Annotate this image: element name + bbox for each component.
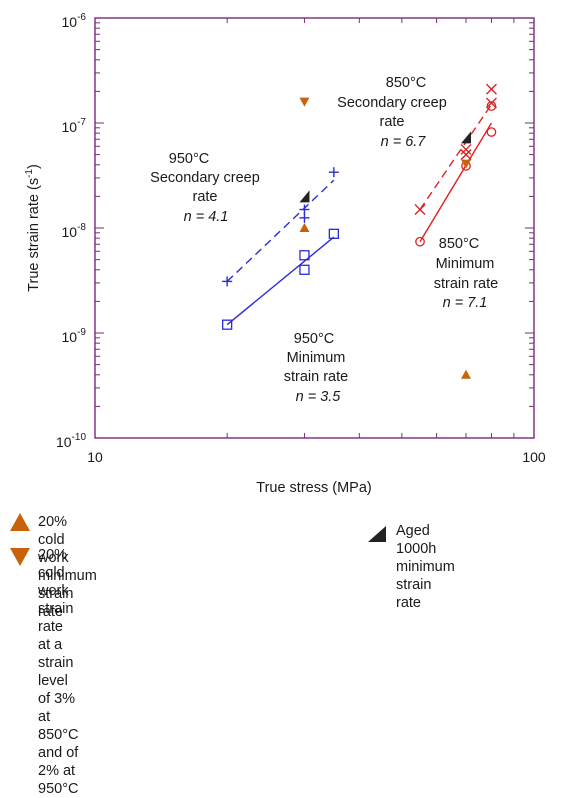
point-s950_sec-2 — [299, 204, 310, 215]
legend-label-aged-line1: Aged 1000h minimum — [396, 523, 455, 575]
point-s850_min-0 — [415, 236, 425, 247]
legend-item-aged: Aged 1000h minimum strain rate — [366, 522, 455, 612]
x-tick-label-10: 10 — [87, 449, 103, 465]
y-tick-label-1e-8: 10-8 — [62, 222, 87, 240]
legend-label-cold-work-strain-line2: level of 3% at 850°C and of 2% at 950°C — [38, 673, 79, 797]
legend-item-cold-work-strain: 20% cold work strain rate at a strain le… — [8, 546, 78, 798]
point-s950_sec-0 — [222, 276, 233, 287]
half-square-icon — [368, 526, 386, 542]
point-s950_min-2 — [299, 250, 310, 261]
annotation-950c-minimum: 950°C Minimum strain rate n = 3.5 — [284, 331, 353, 405]
y-axis-label: True strain rate (s-1) — [24, 164, 42, 292]
creep-chart: 10-6 10-7 10-8 10-9 10-10 10 100 True st… — [24, 12, 546, 496]
fit-line-s850_min — [419, 122, 493, 243]
fit-line-s950_min — [226, 236, 335, 326]
point-cold_min-0 — [299, 223, 310, 232]
fit-line-s850_sec — [419, 104, 493, 210]
point-s850_sec-2 — [460, 143, 472, 155]
annotation-850c-minimum: 850°C Minimum strain rate n = 7.1 — [434, 236, 503, 311]
fit-lines — [226, 104, 493, 326]
data-markers — [222, 83, 497, 379]
legend-label-cold-work-strain-line1: 20% cold work strain rate at a strain — [38, 547, 74, 671]
x-axis-label: True stress (MPa) — [256, 480, 371, 496]
point-s850_min-3 — [486, 101, 497, 111]
x-tick-label-100: 100 — [522, 449, 546, 465]
point-cold_strain-1 — [460, 159, 471, 169]
triangle-up-icon — [10, 513, 30, 531]
point-s850_min-2 — [486, 127, 497, 137]
x-tick-labels: 10 100 — [87, 449, 546, 465]
point-aged-0 — [299, 190, 310, 203]
annotation-850c-secondary: 850°C Secondary creep rate n = 6.7 — [337, 75, 451, 150]
point-s850_sec-4 — [485, 83, 497, 95]
legend-label-cold-work-strain: 20% cold work strain rate at a strain le… — [38, 546, 78, 798]
triangle-down-icon — [10, 548, 30, 566]
point-s850_sec-1 — [460, 149, 472, 161]
legend-label-aged-line2: strain rate — [396, 577, 432, 611]
ticks-layer — [94, 18, 534, 439]
legend-label-aged: Aged 1000h minimum strain rate — [396, 522, 455, 612]
point-s850_sec-3 — [485, 97, 497, 109]
point-s950_min-0 — [222, 319, 233, 330]
y-tick-label-1e-7: 10-7 — [62, 117, 87, 135]
annotation-950c-secondary: 950°C Secondary creep rate n = 4.1 — [150, 151, 264, 225]
point-cold_min-1 — [460, 369, 471, 379]
y-tick-label-1e-9: 10-9 — [62, 327, 87, 345]
point-s950_min-3 — [328, 228, 339, 239]
point-cold_strain-0 — [299, 97, 310, 107]
y-tick-label-1e-10: 10-10 — [56, 432, 86, 450]
plot-frame — [94, 17, 535, 439]
fit-line-s950_sec — [226, 179, 335, 282]
point-aged-1 — [460, 131, 471, 144]
point-s950_sec-3 — [328, 167, 339, 178]
y-tick-labels: 10-6 10-7 10-8 10-9 10-10 — [56, 12, 86, 450]
y-tick-label-1e-6: 10-6 — [62, 12, 87, 30]
point-s950_min-1 — [299, 264, 310, 275]
point-s850_sec-0 — [414, 204, 426, 216]
